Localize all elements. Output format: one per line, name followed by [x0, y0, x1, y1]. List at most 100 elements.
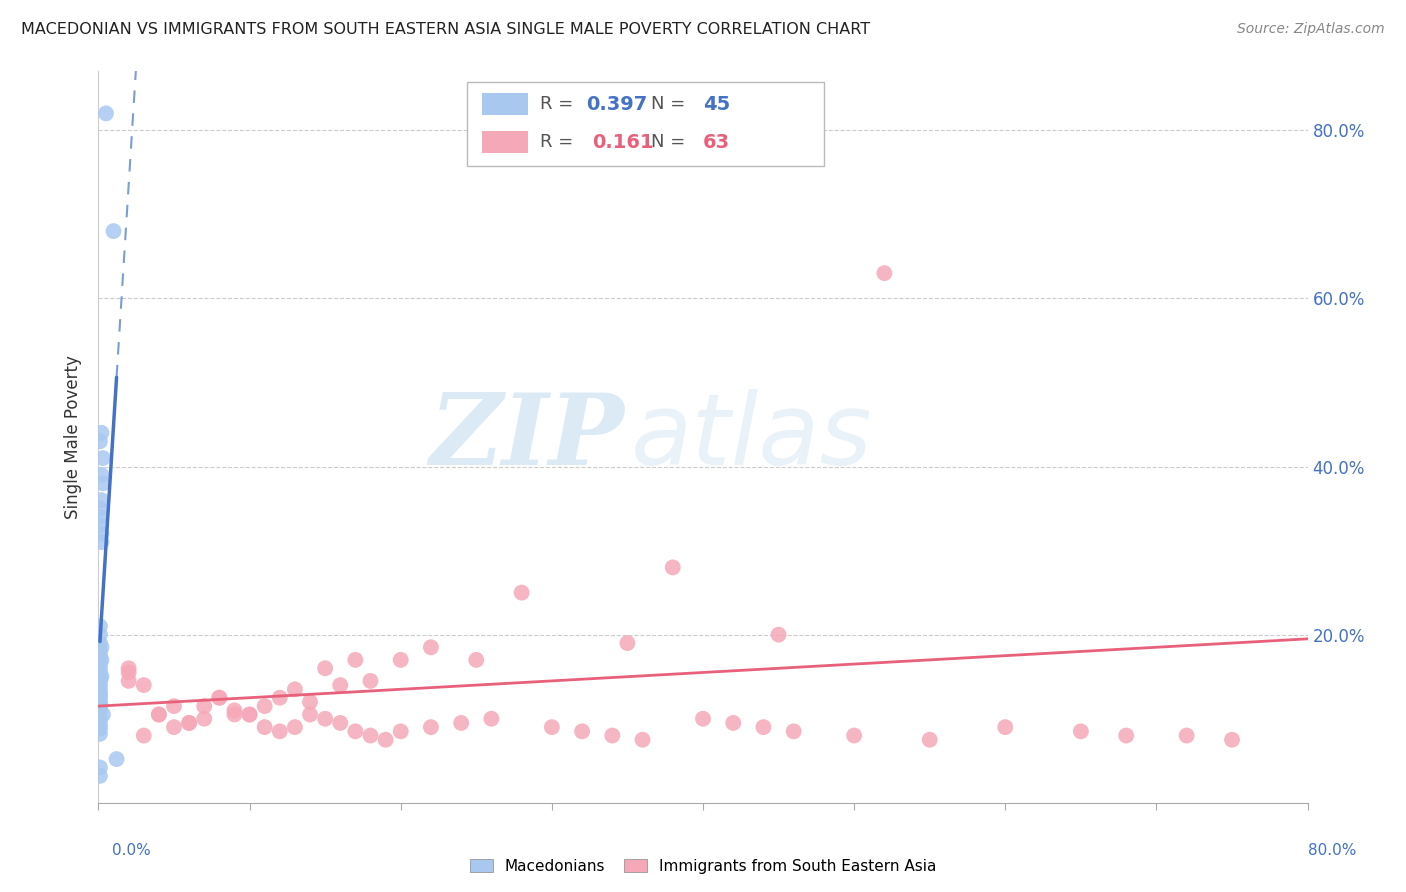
Point: [918, 732, 941, 747]
Point: [314, 661, 336, 675]
Point: [90, 526, 112, 541]
Point: [103, 224, 125, 238]
Point: [90, 653, 112, 667]
Point: [89, 718, 111, 732]
Point: [329, 678, 352, 692]
Point: [1115, 729, 1137, 743]
Point: [91, 451, 114, 466]
Text: MACEDONIAN VS IMMIGRANTS FROM SOUTH EASTERN ASIA SINGLE MALE POVERTY CORRELATION: MACEDONIAN VS IMMIGRANTS FROM SOUTH EAST…: [21, 22, 870, 37]
Point: [1070, 724, 1092, 739]
Point: [89, 695, 111, 709]
Point: [661, 560, 683, 574]
Point: [94, 106, 117, 120]
Point: [208, 690, 231, 705]
Point: [89, 688, 111, 702]
Point: [89, 661, 111, 675]
Point: [329, 715, 352, 730]
Point: [89, 714, 111, 728]
Point: [783, 724, 806, 739]
Point: [89, 697, 111, 711]
Point: [602, 729, 624, 743]
Point: [208, 690, 231, 705]
Point: [344, 653, 367, 667]
Point: [89, 686, 111, 700]
Point: [90, 467, 112, 482]
Point: [90, 535, 112, 549]
Point: [91, 476, 114, 491]
FancyBboxPatch shape: [482, 131, 527, 153]
Point: [118, 661, 141, 675]
Point: [269, 724, 291, 739]
Text: atlas: atlas: [630, 389, 872, 485]
Point: [481, 712, 503, 726]
Point: [163, 720, 186, 734]
Point: [344, 724, 367, 739]
Point: [314, 712, 336, 726]
Text: N =: N =: [651, 133, 690, 152]
Point: [89, 434, 111, 449]
Point: [89, 699, 111, 714]
Point: [89, 627, 111, 641]
Point: [284, 682, 307, 697]
Point: [389, 724, 412, 739]
FancyBboxPatch shape: [482, 94, 527, 115]
Point: [89, 690, 111, 705]
Point: [193, 699, 215, 714]
Point: [752, 720, 775, 734]
Text: 0.397: 0.397: [586, 95, 647, 114]
Point: [631, 732, 654, 747]
Point: [193, 712, 215, 726]
Text: 80.0%: 80.0%: [1309, 843, 1357, 858]
Point: [389, 653, 412, 667]
Point: [89, 501, 111, 516]
Y-axis label: Single Male Poverty: Single Male Poverty: [65, 355, 83, 519]
Point: [465, 653, 488, 667]
Point: [253, 720, 276, 734]
Point: [374, 732, 396, 747]
Point: [179, 715, 201, 730]
Point: [873, 266, 896, 280]
Point: [269, 690, 291, 705]
FancyBboxPatch shape: [467, 82, 824, 167]
Point: [510, 585, 533, 599]
Point: [89, 648, 111, 663]
Point: [89, 760, 111, 774]
Point: [89, 636, 111, 650]
Point: [253, 699, 276, 714]
Point: [89, 682, 111, 697]
Text: R =: R =: [540, 95, 579, 113]
Point: [132, 729, 155, 743]
Point: [284, 720, 307, 734]
Text: Source: ZipAtlas.com: Source: ZipAtlas.com: [1237, 22, 1385, 37]
Point: [89, 657, 111, 671]
Point: [844, 729, 866, 743]
Text: ZIP: ZIP: [429, 389, 624, 485]
Point: [163, 699, 186, 714]
Point: [90, 670, 112, 684]
Point: [148, 707, 170, 722]
Point: [723, 715, 745, 730]
Point: [91, 707, 114, 722]
Point: [89, 727, 111, 741]
Point: [89, 665, 111, 680]
Point: [118, 673, 141, 688]
Point: [90, 493, 112, 508]
Point: [89, 518, 111, 533]
Point: [89, 703, 111, 717]
Text: R =: R =: [540, 133, 585, 152]
Point: [239, 707, 262, 722]
Point: [299, 695, 322, 709]
Point: [105, 752, 128, 766]
Point: [540, 720, 562, 734]
Point: [571, 724, 593, 739]
Text: 45: 45: [703, 95, 730, 114]
Point: [89, 701, 111, 715]
Point: [224, 707, 246, 722]
Point: [420, 640, 443, 655]
Point: [132, 678, 155, 692]
Point: [616, 636, 638, 650]
Point: [994, 720, 1017, 734]
Point: [692, 712, 714, 726]
Point: [90, 640, 112, 655]
Point: [360, 673, 382, 688]
